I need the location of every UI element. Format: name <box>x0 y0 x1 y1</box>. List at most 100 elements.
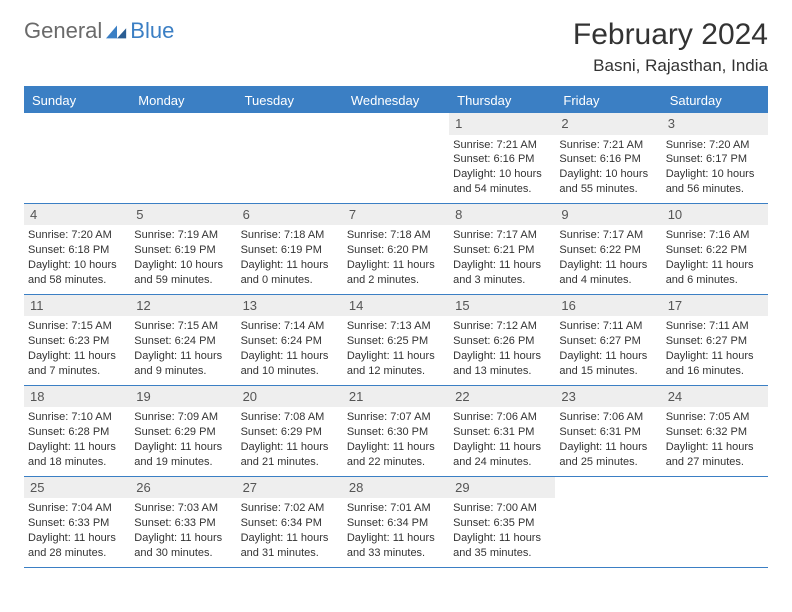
header-saturday: Saturday <box>662 88 768 113</box>
sunrise-text: Sunrise: 7:18 AM <box>241 228 339 243</box>
sunrise-text: Sunrise: 7:15 AM <box>28 319 126 334</box>
daylight-text: Daylight: 11 hours and 19 minutes. <box>134 440 232 470</box>
sunset-text: Sunset: 6:28 PM <box>28 425 126 440</box>
header-sunday: Sunday <box>24 88 130 113</box>
sunset-text: Sunset: 6:24 PM <box>241 334 339 349</box>
sunset-text: Sunset: 6:34 PM <box>347 516 445 531</box>
sunrise-text: Sunrise: 7:11 AM <box>559 319 657 334</box>
day-number: 13 <box>237 295 343 317</box>
day-cell: 8Sunrise: 7:17 AMSunset: 6:21 PMDaylight… <box>449 204 555 294</box>
day-cell <box>555 477 661 567</box>
day-number: 26 <box>130 477 236 499</box>
day-cell: 14Sunrise: 7:13 AMSunset: 6:25 PMDayligh… <box>343 295 449 385</box>
day-cell: 29Sunrise: 7:00 AMSunset: 6:35 PMDayligh… <box>449 477 555 567</box>
day-number: 14 <box>343 295 449 317</box>
sunset-text: Sunset: 6:23 PM <box>28 334 126 349</box>
sunrise-text: Sunrise: 7:19 AM <box>134 228 232 243</box>
sunset-text: Sunset: 6:18 PM <box>28 243 126 258</box>
day-cell: 11 Sunrise: 7:15 AMSunset: 6:23 PMDayligh… <box>24 295 130 385</box>
day-cell: 23Sunrise: 7:06 AMSunset: 6:31 PMDayligh… <box>555 386 661 476</box>
day-cell: 2Sunrise: 7:21 AMSunset: 6:16 PMDaylight… <box>555 113 661 203</box>
daylight-text: Daylight: 10 hours and 59 minutes. <box>134 258 232 288</box>
sunrise-text: Sunrise: 7:21 AM <box>453 138 551 153</box>
header-tuesday: Tuesday <box>237 88 343 113</box>
sunrise-text: Sunrise: 7:11 AM <box>666 319 764 334</box>
daylight-text: Daylight: 11 hours and 7 minutes. <box>28 349 126 379</box>
day-cell: 20Sunrise: 7:08 AMSunset: 6:29 PMDayligh… <box>237 386 343 476</box>
sunset-text: Sunset: 6:22 PM <box>666 243 764 258</box>
day-cell: 5Sunrise: 7:19 AMSunset: 6:19 PMDaylight… <box>130 204 236 294</box>
day-cell: 4 Sunrise: 7:20 AMSunset: 6:18 PMDaylight… <box>24 204 130 294</box>
sunrise-text: Sunrise: 7:21 AM <box>559 138 657 153</box>
day-cell: 16Sunrise: 7:11 AMSunset: 6:27 PMDayligh… <box>555 295 661 385</box>
sunrise-text: Sunrise: 7:20 AM <box>28 228 126 243</box>
day-cell <box>130 113 236 203</box>
daylight-text: Daylight: 11 hours and 10 minutes. <box>241 349 339 379</box>
header-wednesday: Wednesday <box>343 88 449 113</box>
sunrise-text: Sunrise: 7:06 AM <box>559 410 657 425</box>
daylight-text: Daylight: 11 hours and 2 minutes. <box>347 258 445 288</box>
day-number: 11 <box>24 295 130 317</box>
sunset-text: Sunset: 6:17 PM <box>666 152 764 167</box>
sunrise-text: Sunrise: 7:05 AM <box>666 410 764 425</box>
sunset-text: Sunset: 6:32 PM <box>666 425 764 440</box>
day-number: 12 <box>130 295 236 317</box>
daylight-text: Daylight: 11 hours and 31 minutes. <box>241 531 339 561</box>
sunrise-text: Sunrise: 7:03 AM <box>134 501 232 516</box>
day-cell <box>237 113 343 203</box>
sunset-text: Sunset: 6:20 PM <box>347 243 445 258</box>
sunrise-text: Sunrise: 7:07 AM <box>347 410 445 425</box>
day-number: 28 <box>343 477 449 499</box>
sunset-text: Sunset: 6:27 PM <box>666 334 764 349</box>
daylight-text: Daylight: 11 hours and 6 minutes. <box>666 258 764 288</box>
day-cell: 26Sunrise: 7:03 AMSunset: 6:33 PMDayligh… <box>130 477 236 567</box>
sunrise-text: Sunrise: 7:18 AM <box>347 228 445 243</box>
day-number: 29 <box>449 477 555 499</box>
daylight-text: Daylight: 10 hours and 55 minutes. <box>559 167 657 197</box>
daylight-text: Daylight: 11 hours and 4 minutes. <box>559 258 657 288</box>
daylight-text: Daylight: 10 hours and 54 minutes. <box>453 167 551 197</box>
day-cell: 17Sunrise: 7:11 AMSunset: 6:27 PMDayligh… <box>662 295 768 385</box>
daylight-text: Daylight: 11 hours and 15 minutes. <box>559 349 657 379</box>
sunrise-text: Sunrise: 7:12 AM <box>453 319 551 334</box>
day-cell: 9Sunrise: 7:17 AMSunset: 6:22 PMDaylight… <box>555 204 661 294</box>
day-number: 4 <box>24 204 130 226</box>
sunset-text: Sunset: 6:30 PM <box>347 425 445 440</box>
day-number: 20 <box>237 386 343 408</box>
calendar: SundayMondayTuesdayWednesdayThursdayFrid… <box>24 86 768 568</box>
daylight-text: Daylight: 11 hours and 33 minutes. <box>347 531 445 561</box>
week-row: 1Sunrise: 7:21 AMSunset: 6:16 PMDaylight… <box>24 113 768 204</box>
logo-text-blue: Blue <box>130 18 174 44</box>
sunrise-text: Sunrise: 7:02 AM <box>241 501 339 516</box>
sunset-text: Sunset: 6:29 PM <box>241 425 339 440</box>
day-cell: 3Sunrise: 7:20 AMSunset: 6:17 PMDaylight… <box>662 113 768 203</box>
sunset-text: Sunset: 6:31 PM <box>559 425 657 440</box>
day-cell: 18Sunrise: 7:10 AMSunset: 6:28 PMDayligh… <box>24 386 130 476</box>
sunrise-text: Sunrise: 7:01 AM <box>347 501 445 516</box>
sunrise-text: Sunrise: 7:13 AM <box>347 319 445 334</box>
day-number: 17 <box>662 295 768 317</box>
sunset-text: Sunset: 6:33 PM <box>134 516 232 531</box>
day-cell: 24Sunrise: 7:05 AMSunset: 6:32 PMDayligh… <box>662 386 768 476</box>
sunrise-text: Sunrise: 7:15 AM <box>134 319 232 334</box>
day-number: 16 <box>555 295 661 317</box>
sunrise-text: Sunrise: 7:20 AM <box>666 138 764 153</box>
week-row: 4Sunrise: 7:20 AMSunset: 6:18 PMDaylight… <box>24 204 768 295</box>
day-cell <box>662 477 768 567</box>
day-number: 27 <box>237 477 343 499</box>
week-row: 25Sunrise: 7:04 AMSunset: 6:33 PMDayligh… <box>24 477 768 568</box>
daylight-text: Daylight: 11 hours and 28 minutes. <box>28 531 126 561</box>
day-cell <box>343 113 449 203</box>
daylight-text: Daylight: 11 hours and 3 minutes. <box>453 258 551 288</box>
sunrise-text: Sunrise: 7:17 AM <box>559 228 657 243</box>
header-monday: Monday <box>130 88 236 113</box>
day-number: 19 <box>130 386 236 408</box>
daylight-text: Daylight: 10 hours and 58 minutes. <box>28 258 126 288</box>
sunset-text: Sunset: 6:19 PM <box>134 243 232 258</box>
day-cell: 21Sunrise: 7:07 AMSunset: 6:30 PMDayligh… <box>343 386 449 476</box>
sunrise-text: Sunrise: 7:17 AM <box>453 228 551 243</box>
day-number: 2 <box>555 113 661 135</box>
day-number: 25 <box>24 477 130 499</box>
day-cell: 15Sunrise: 7:12 AMSunset: 6:26 PMDayligh… <box>449 295 555 385</box>
day-number: 6 <box>237 204 343 226</box>
